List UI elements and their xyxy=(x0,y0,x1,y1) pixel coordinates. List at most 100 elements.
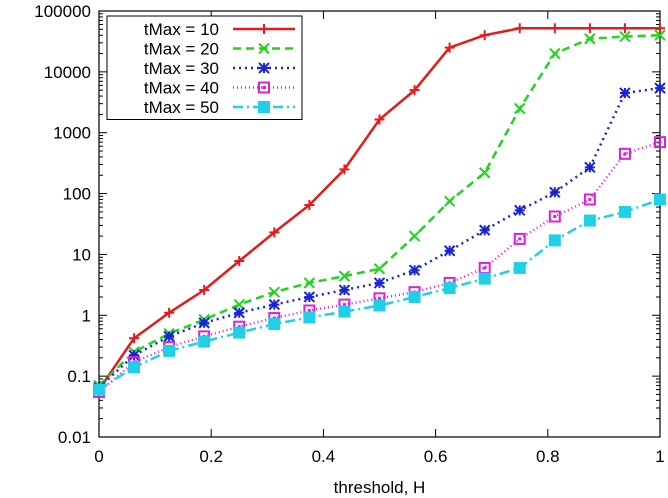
x-axis-label: threshold, H xyxy=(334,478,426,497)
data-point xyxy=(338,270,351,282)
data-point xyxy=(654,82,666,94)
data-point xyxy=(619,87,631,99)
x-tick-label: 0.2 xyxy=(199,447,223,466)
data-point-center xyxy=(553,214,557,218)
data-point xyxy=(163,344,176,357)
series-line-4 xyxy=(98,140,661,393)
data-point xyxy=(233,326,246,339)
plot-frame xyxy=(98,10,661,438)
legend-marker xyxy=(258,101,270,113)
data-point xyxy=(444,42,455,53)
data-point xyxy=(619,30,631,43)
data-point xyxy=(514,204,526,217)
data-point-center xyxy=(518,237,522,241)
data-point xyxy=(583,193,596,206)
data-point-center xyxy=(658,140,662,144)
data-point xyxy=(443,282,456,295)
data-point xyxy=(338,305,351,318)
y-tick-label: 1000 xyxy=(53,124,91,143)
data-point xyxy=(303,311,316,324)
data-point xyxy=(619,23,630,34)
data-point xyxy=(374,114,385,125)
data-point-center xyxy=(342,303,346,307)
data-point xyxy=(514,23,525,34)
legend-marker-center xyxy=(262,86,266,89)
data-point xyxy=(233,298,245,311)
data-point xyxy=(584,161,596,174)
legend-label: tMax = 50 xyxy=(144,98,219,117)
data-point xyxy=(303,291,316,303)
data-point xyxy=(549,47,561,60)
series-line-3 xyxy=(98,86,661,389)
data-point xyxy=(478,272,491,285)
data-point-center xyxy=(378,296,381,300)
data-point xyxy=(443,195,456,207)
data-point xyxy=(128,349,140,362)
data-point xyxy=(514,102,526,115)
data-point xyxy=(268,286,281,298)
data-point xyxy=(198,335,211,348)
data-point xyxy=(654,29,666,41)
data-point xyxy=(234,255,245,266)
data-point xyxy=(443,245,456,257)
y-tick-label: 1 xyxy=(82,306,91,325)
data-point xyxy=(655,23,665,34)
series-4 xyxy=(93,136,666,398)
data-point-center xyxy=(483,266,487,270)
data-point xyxy=(478,167,491,179)
y-tick-label: 0.01 xyxy=(58,428,91,447)
data-point xyxy=(548,234,561,247)
legend-label: tMax = 40 xyxy=(144,79,219,98)
x-tick-label: 0 xyxy=(94,447,103,466)
data-point xyxy=(408,264,421,276)
data-point xyxy=(654,136,666,149)
data-point xyxy=(479,30,490,41)
x-tick-label: 0.6 xyxy=(424,447,448,466)
data-point xyxy=(128,361,141,374)
data-point xyxy=(338,284,351,296)
data-point xyxy=(269,227,280,238)
data-point xyxy=(93,383,105,396)
data-point-center xyxy=(307,308,311,312)
series-line-5 xyxy=(98,198,661,391)
legend-label: tMax = 10 xyxy=(144,20,219,39)
data-point xyxy=(654,193,666,206)
data-point xyxy=(304,199,315,210)
x-tick-label: 0.4 xyxy=(312,447,336,466)
data-point xyxy=(618,147,631,160)
data-point-center xyxy=(588,197,592,201)
data-point xyxy=(409,85,420,96)
series-3 xyxy=(93,82,666,394)
data-point xyxy=(584,23,595,34)
legend-label: tMax = 30 xyxy=(144,59,219,78)
data-point xyxy=(478,224,491,236)
data-point xyxy=(303,277,316,289)
x-tick-label: 1 xyxy=(655,447,664,466)
data-point xyxy=(408,290,421,303)
data-point xyxy=(583,214,596,227)
series-line-2 xyxy=(98,33,661,387)
y-tick-label: 0.1 xyxy=(67,367,91,386)
data-point xyxy=(618,205,631,218)
data-point xyxy=(408,230,421,242)
data-point xyxy=(584,33,596,45)
data-point xyxy=(513,232,526,245)
data-point xyxy=(373,263,386,275)
data-point xyxy=(373,277,386,289)
data-point xyxy=(268,317,281,330)
data-point xyxy=(163,330,175,343)
legend-marker xyxy=(259,24,269,34)
data-point xyxy=(233,307,245,319)
y-tick-label: 10 xyxy=(72,245,91,264)
data-point xyxy=(199,285,210,296)
data-point xyxy=(129,333,140,344)
data-point xyxy=(513,261,526,274)
legend-marker xyxy=(258,81,270,94)
x-tick-label: 0.8 xyxy=(536,447,560,466)
data-point xyxy=(548,210,561,223)
legend-marker xyxy=(258,62,270,74)
data-point xyxy=(549,186,561,198)
data-point xyxy=(549,23,560,34)
y-tick-label: 100000 xyxy=(34,2,91,21)
